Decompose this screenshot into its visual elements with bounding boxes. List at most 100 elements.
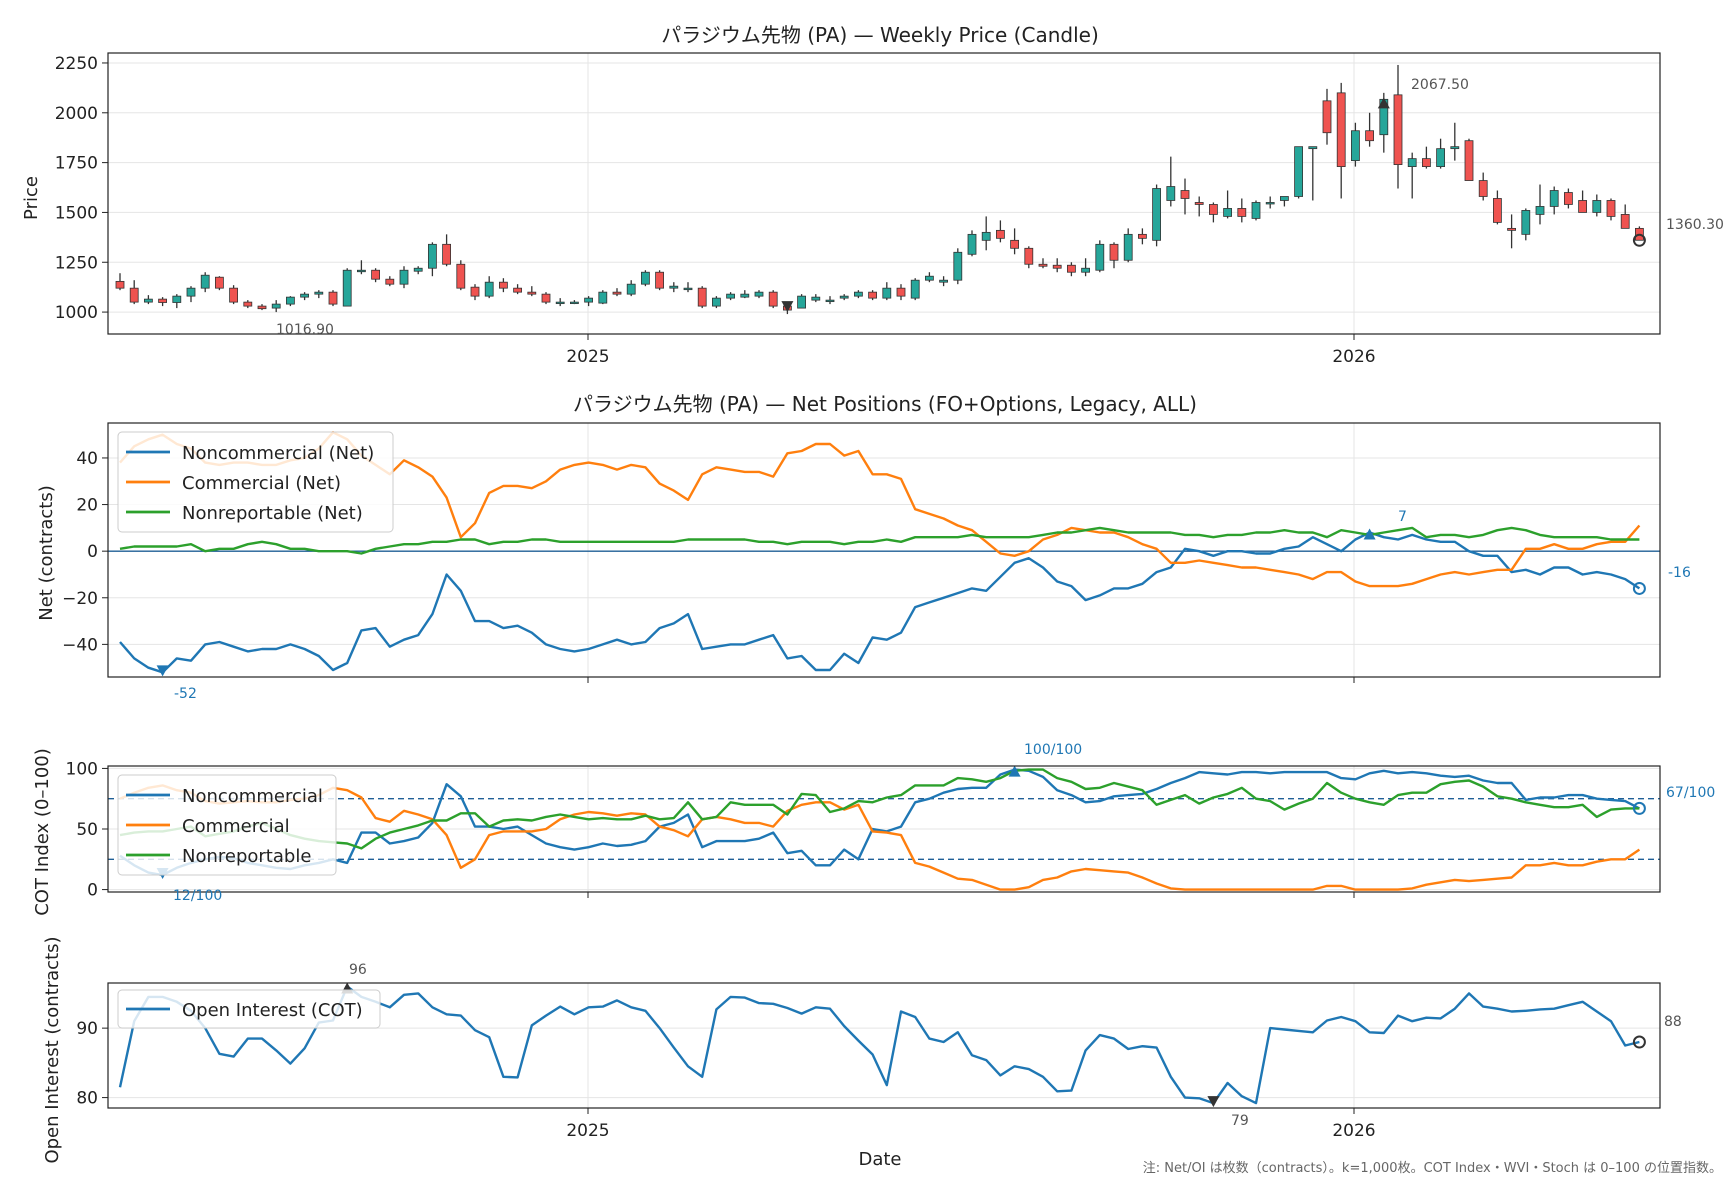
price-panel: 1000 1250 1500 1750 2000 2250 2025 2026 パラジウム先… <box>21 23 1724 367</box>
candle <box>1024 246 1034 269</box>
candle-body <box>1393 94 1403 166</box>
last-marker <box>1632 801 1646 815</box>
oi-ylabel: Open Interest (contracts) <box>42 936 63 1163</box>
candle <box>1081 258 1090 277</box>
candle <box>1322 88 1332 145</box>
candle <box>882 282 892 301</box>
candle-body <box>1407 158 1417 167</box>
net-last-label: -16 <box>1668 565 1691 581</box>
candle-body <box>570 301 579 305</box>
candle-body <box>541 293 551 303</box>
candle-body <box>1010 239 1019 249</box>
candle <box>1237 198 1247 223</box>
candle <box>754 290 764 299</box>
candle <box>1138 228 1147 245</box>
candle-body <box>882 287 892 299</box>
candle-body <box>697 287 707 307</box>
candle <box>1493 190 1502 225</box>
candle <box>1095 240 1105 273</box>
candle <box>1152 184 1161 247</box>
candle-body <box>172 295 182 303</box>
candle-body <box>1436 148 1445 167</box>
candle <box>1280 196 1289 207</box>
candle <box>1436 138 1445 169</box>
candle-body <box>413 267 423 272</box>
candle-body <box>584 297 593 303</box>
candle <box>385 276 395 287</box>
candle <box>271 300 281 313</box>
y-tick-label: 20 <box>76 496 98 516</box>
candle-body <box>612 291 622 295</box>
candle <box>1521 208 1531 241</box>
y-tick-label: 1500 <box>55 203 98 223</box>
candle <box>229 285 239 305</box>
candle <box>456 260 466 291</box>
candle <box>1251 200 1261 221</box>
price-xticks: 2025 2026 <box>566 334 1376 367</box>
candle-body <box>1507 227 1516 231</box>
candle-body <box>967 233 977 255</box>
oi-xticks: 2025 2026 <box>566 1108 1376 1141</box>
net-axes-frame <box>107 422 1661 678</box>
candle <box>513 284 522 295</box>
cot-grid <box>108 766 1660 892</box>
candle-body <box>427 243 437 269</box>
candle <box>655 270 664 291</box>
candle <box>1209 202 1218 223</box>
oi-last-label: 88 <box>1664 1014 1682 1030</box>
candle <box>1294 146 1303 199</box>
candle <box>1450 122 1460 161</box>
candle <box>1365 112 1374 147</box>
legend-label-noncommercial: Noncommercial (Net) <box>182 443 374 464</box>
net-min-label: -52 <box>174 686 197 702</box>
candle <box>158 297 168 307</box>
candle-body <box>1095 243 1105 271</box>
candle <box>981 216 991 251</box>
candle-body <box>371 269 381 280</box>
candle-body <box>1152 188 1161 241</box>
candle-body <box>1067 264 1076 273</box>
candle <box>896 284 906 301</box>
candle-body <box>399 269 409 285</box>
candle <box>442 234 452 267</box>
candle <box>1166 156 1176 207</box>
candle-body <box>555 301 565 305</box>
candle <box>1052 258 1062 273</box>
candle <box>342 268 352 307</box>
candle <box>1606 198 1616 221</box>
series-line-0 <box>119 531 1641 674</box>
candle-body <box>1549 190 1559 207</box>
candle-body <box>1237 208 1247 217</box>
candle-body <box>996 229 1005 239</box>
candle <box>996 220 1005 243</box>
candle-body <box>896 287 906 297</box>
max-marker <box>1363 528 1376 540</box>
cot-legend-label-noncommercial: Noncommercial <box>182 786 323 807</box>
candle-body <box>498 281 508 289</box>
price-min-label: 1016.90 <box>276 322 334 338</box>
price-last-label: 1360.30 <box>1666 217 1724 233</box>
candle <box>143 295 153 305</box>
candle <box>1180 178 1190 215</box>
candle <box>328 290 338 307</box>
candle <box>470 284 480 301</box>
candle <box>172 294 182 309</box>
candle <box>527 286 537 297</box>
candle <box>1464 138 1474 181</box>
candle-body <box>1336 92 1346 167</box>
footnote: 注: Net/OI は枚数（contracts）。k=1,000枚。COT In… <box>1143 1161 1722 1176</box>
candle-body <box>271 303 281 309</box>
candle-body <box>129 287 139 303</box>
y-tick-label: 1750 <box>55 154 98 174</box>
candle-body <box>229 287 239 303</box>
net-title: パラジウム先物 (PA) — Net Positions (FO+Options… <box>573 392 1197 416</box>
price-axes-frame <box>107 52 1661 335</box>
price-grid <box>108 53 1660 334</box>
candle <box>570 300 579 305</box>
candle <box>541 292 551 305</box>
candle <box>1620 204 1630 229</box>
candle <box>484 276 494 299</box>
legend-label-commercial: Commercial (Net) <box>182 473 341 494</box>
y-tick-label: 40 <box>76 449 98 469</box>
